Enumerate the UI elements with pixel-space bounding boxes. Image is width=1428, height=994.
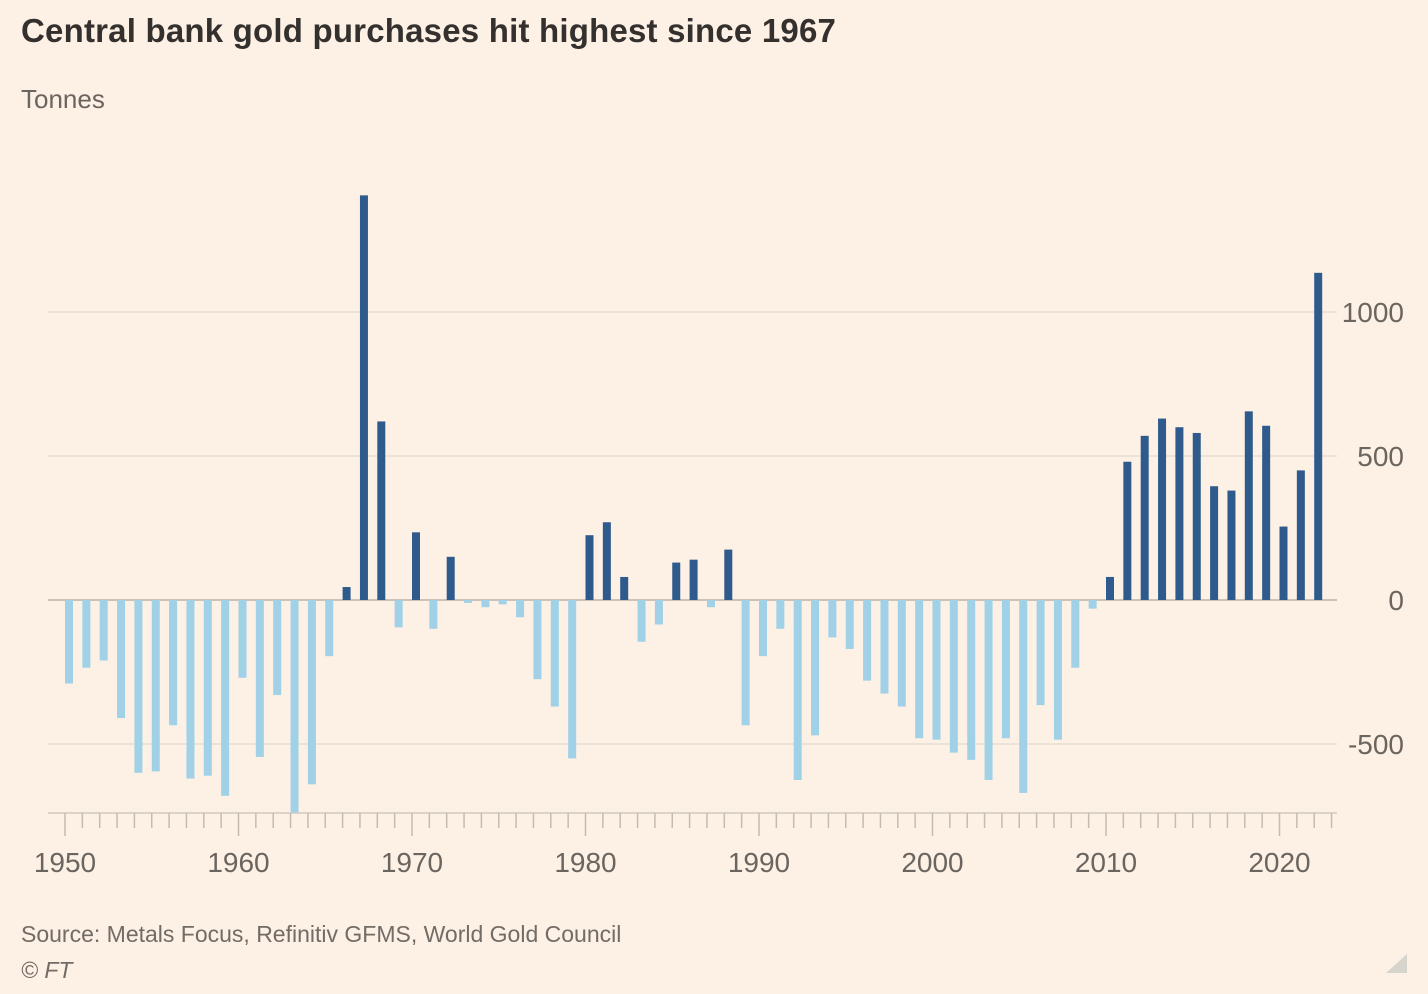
bar-1976 <box>516 600 525 618</box>
bar-1998 <box>897 600 906 707</box>
bar-1985 <box>672 562 681 600</box>
bar-2009 <box>1088 600 1097 609</box>
bar-1980 <box>585 535 594 600</box>
ft-copyright: © FT <box>21 957 73 983</box>
bar-2017 <box>1227 490 1236 600</box>
chart-subtitle-units: Tonnes <box>21 84 105 114</box>
x-axis-label-1950: 1950 <box>34 847 96 878</box>
bar-2021 <box>1296 470 1305 600</box>
bar-2007 <box>1053 600 1062 740</box>
x-axis-label-2010: 2010 <box>1075 847 1137 878</box>
bar-1982 <box>620 576 629 600</box>
bar-1983 <box>637 600 646 642</box>
bar-1965 <box>325 600 334 657</box>
bar-1973 <box>464 600 473 603</box>
x-axis-label-2000: 2000 <box>901 847 963 878</box>
bar-2014 <box>1175 427 1184 600</box>
y-axis-label--500: -500 <box>1348 729 1404 760</box>
bar-1958 <box>203 600 212 776</box>
bar-2022 <box>1314 272 1323 600</box>
bar-1979 <box>568 600 577 759</box>
y-axis-label-500: 500 <box>1357 441 1404 472</box>
bar-1999 <box>915 600 924 739</box>
x-axis-label-1960: 1960 <box>207 847 269 878</box>
bar-1996 <box>863 600 872 681</box>
bar-1963 <box>290 600 299 814</box>
bar-2016 <box>1210 486 1219 600</box>
bar-1960 <box>238 600 247 678</box>
bar-2004 <box>1001 600 1010 739</box>
bar-1950 <box>65 600 73 684</box>
bar-1993 <box>811 600 820 736</box>
bar-2005 <box>1019 600 1028 793</box>
y-axis-label-1000: 1000 <box>1342 297 1404 328</box>
bar-1954 <box>134 600 143 773</box>
bar-2010 <box>1106 576 1114 600</box>
bar-1972 <box>446 556 455 600</box>
bar-1967 <box>359 195 368 601</box>
bar-2008 <box>1071 600 1080 668</box>
y-axis-label-0: 0 <box>1388 585 1404 616</box>
bar-1992 <box>793 600 802 780</box>
bar-2006 <box>1036 600 1045 706</box>
bar-1971 <box>429 600 438 629</box>
bar-2002 <box>967 600 976 760</box>
bar-1966 <box>342 587 351 600</box>
bar-1977 <box>533 600 542 680</box>
bar-2018 <box>1244 411 1253 600</box>
bar-2012 <box>1140 435 1149 600</box>
bar-1956 <box>169 600 178 726</box>
bar-2011 <box>1123 461 1132 600</box>
bar-1994 <box>828 600 837 638</box>
bar-2013 <box>1158 418 1167 600</box>
bar-1997 <box>880 600 889 694</box>
bar-1970 <box>412 532 420 600</box>
bar-2015 <box>1192 432 1201 600</box>
bar-2003 <box>984 600 993 780</box>
bar-1986 <box>689 559 698 600</box>
x-axis-label-1980: 1980 <box>554 847 616 878</box>
bar-1962 <box>273 600 282 696</box>
chart-source: Source: Metals Focus, Refinitiv GFMS, Wo… <box>21 921 622 947</box>
bar-2019 <box>1262 425 1271 600</box>
bar-1995 <box>845 600 854 649</box>
bar-1959 <box>221 600 230 796</box>
bar-1984 <box>654 600 663 625</box>
resize-corner-icon <box>1386 954 1407 973</box>
bar-1968 <box>377 421 386 600</box>
bar-2000 <box>932 600 941 740</box>
bar-1953 <box>117 600 126 719</box>
bar-1961 <box>255 600 264 757</box>
bar-1991 <box>776 600 785 629</box>
bar-2020 <box>1279 526 1288 600</box>
chart-title: Central bank gold purchases hit highest … <box>21 12 837 49</box>
bar-1974 <box>481 600 490 608</box>
bar-1969 <box>394 600 403 628</box>
bar-1990 <box>759 600 767 657</box>
bar-1987 <box>706 600 715 608</box>
bar-1957 <box>186 600 195 779</box>
bar-1951 <box>82 600 91 668</box>
bar-1952 <box>99 600 108 661</box>
x-axis-label-1990: 1990 <box>728 847 790 878</box>
bar-1964 <box>307 600 316 785</box>
bar-1955 <box>151 600 160 772</box>
bar-2001 <box>949 600 958 753</box>
bar-1988 <box>724 549 733 600</box>
bar-1989 <box>741 600 750 726</box>
bar-1975 <box>498 600 507 605</box>
bar-1981 <box>602 522 611 600</box>
x-axis-label-1970: 1970 <box>381 847 443 878</box>
x-axis-label-2020: 2020 <box>1248 847 1310 878</box>
bar-1978 <box>550 600 559 707</box>
